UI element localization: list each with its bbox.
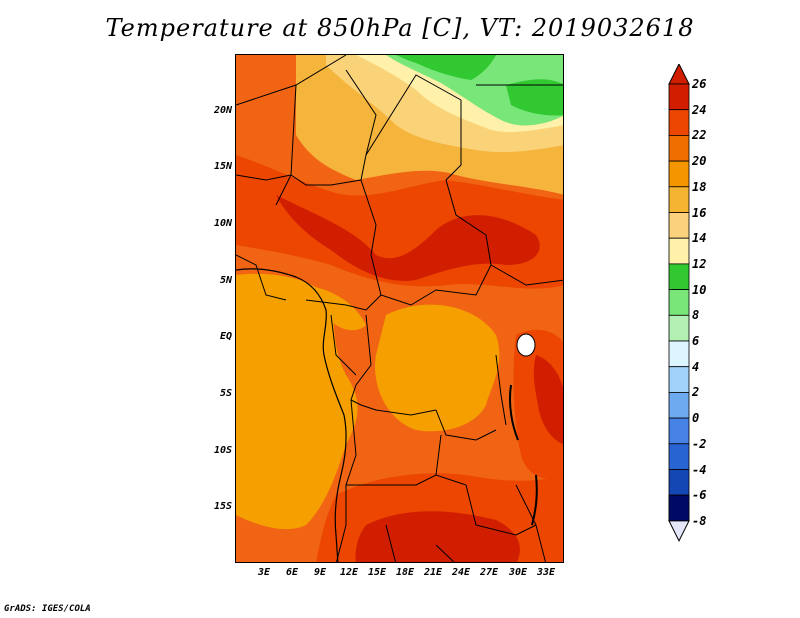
colorbar-label: -6	[692, 488, 707, 503]
colorbar-swatch	[668, 135, 690, 162]
lat-label-10n: 10N	[213, 218, 232, 229]
contour-10-north	[396, 55, 496, 80]
colorbar-label: 16	[692, 205, 707, 220]
lon-label-21e: 21E	[423, 567, 443, 578]
colorbar-label: 22	[692, 128, 707, 143]
colorbar-swatch	[668, 469, 690, 496]
colorbar-swatch	[668, 366, 690, 393]
temperature-map	[235, 54, 564, 563]
colorbar-label: 12	[692, 256, 707, 271]
colorbar-swatch	[668, 186, 690, 213]
colorbar-label: 6	[692, 334, 700, 348]
lon-label-15e: 15E	[367, 567, 387, 578]
colorbar-swatch	[668, 340, 690, 368]
lat-label-5s: 5S	[219, 388, 232, 399]
colorbar-label: 2	[692, 385, 700, 400]
contour-20-gulf	[306, 285, 366, 331]
colorbar-label: 20	[692, 154, 707, 169]
colorbar-label: 18	[692, 179, 707, 194]
colorbar-label: 10	[692, 282, 707, 297]
chart-title: Temperature at 850hPa [C], VT: 201903261…	[105, 14, 695, 42]
colorbar-swatch	[668, 391, 690, 419]
lon-label-18e: 18E	[395, 567, 415, 578]
lat-label-20n: 20N	[213, 105, 232, 116]
lon-label-33e: 33E	[536, 567, 556, 578]
colorbar-swatch	[668, 109, 690, 136]
colorbar-under-triangle	[668, 520, 690, 543]
colorbar-swatch	[668, 443, 690, 470]
lat-label-15s: 15S	[213, 501, 232, 512]
lat-label-5n: 5N	[219, 275, 232, 286]
colorbar-swatch	[668, 289, 690, 316]
lon-label-9e: 9E	[313, 567, 327, 578]
colorbar-label: 4	[692, 359, 700, 374]
colorbar-label: 0	[692, 411, 700, 426]
colorbar-swatch	[668, 160, 690, 188]
map-canvas	[236, 55, 563, 562]
colorbar-label: -4	[692, 462, 707, 477]
colorbar-swatch	[668, 237, 690, 265]
colorbar	[668, 64, 690, 543]
lat-label-10s: 10S	[213, 445, 232, 456]
country-borders	[236, 55, 563, 562]
lake-tanganyika	[508, 384, 519, 441]
colorbar-swatch	[668, 263, 690, 290]
colorbar-swatch	[668, 494, 690, 522]
colorbar-swatch	[668, 83, 690, 111]
lat-label-15n: 15N	[213, 161, 232, 172]
colorbar-swatch	[668, 417, 690, 445]
lon-label-27e: 27E	[479, 567, 499, 578]
lat-label-eq: EQ	[219, 331, 232, 342]
lon-label-12e: 12E	[339, 567, 359, 578]
colorbar-label: -8	[692, 513, 707, 528]
coastline	[236, 268, 347, 562]
colorbar-swatch	[668, 314, 690, 342]
contour-26-sahel	[276, 195, 540, 281]
lon-label-30e: 30E	[508, 567, 528, 578]
lon-label-24e: 24E	[451, 567, 471, 578]
contour-26-south	[355, 511, 520, 562]
contour-20-central	[375, 304, 500, 432]
colorbar-label: -2	[692, 436, 707, 451]
colorbar-label: 8	[692, 308, 700, 323]
colorbar-label: 24	[692, 102, 707, 117]
contour-12-ne	[506, 79, 563, 116]
colorbar-label: 14	[692, 231, 707, 246]
colorbar-over-triangle	[668, 64, 690, 85]
lake-malawi	[531, 474, 538, 526]
colorbar-label: 26	[692, 77, 707, 91]
contour-26-east	[533, 355, 563, 445]
colorbar-swatch	[668, 212, 690, 239]
contour-20-west	[236, 273, 358, 530]
lon-label-3e: 3E	[257, 567, 271, 578]
grads-credit: GrADS: IGES/COLA	[4, 604, 91, 614]
lon-label-6e: 6E	[285, 567, 299, 578]
lake-victoria	[516, 333, 536, 357]
